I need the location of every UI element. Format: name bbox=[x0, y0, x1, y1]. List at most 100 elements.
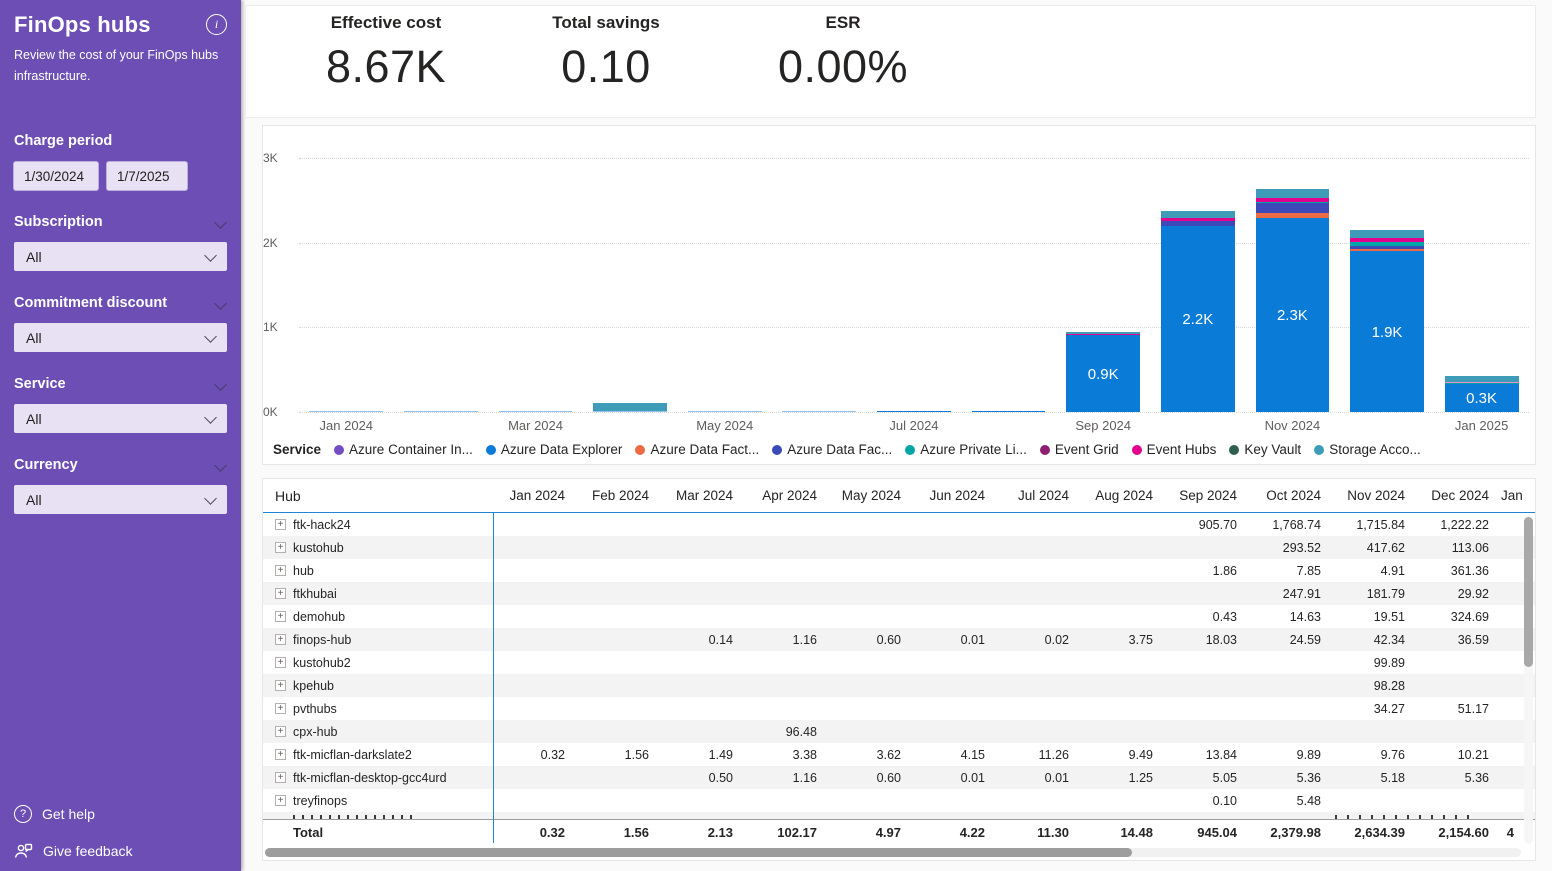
value-cell[interactable]: 0.14 bbox=[708, 632, 733, 647]
value-cell[interactable]: 10.21 bbox=[1457, 747, 1489, 762]
bar-jan-2025[interactable]: 0.3K bbox=[1444, 376, 1519, 412]
legend-item[interactable]: Azure Container In... bbox=[334, 442, 473, 457]
bar-segment[interactable] bbox=[1160, 221, 1235, 227]
table-row[interactable]: + kpehub 98.28 bbox=[263, 674, 1535, 697]
bar-segment[interactable] bbox=[1255, 201, 1330, 203]
hub-cell[interactable]: + cpx-hub bbox=[263, 725, 493, 739]
horizontal-scrollbar-thumb[interactable] bbox=[265, 848, 1132, 857]
value-cell[interactable]: 0.60 bbox=[876, 770, 901, 785]
bar-segment[interactable] bbox=[877, 411, 951, 412]
column-header-hub[interactable]: Hub bbox=[275, 487, 301, 504]
bar-segment[interactable] bbox=[1066, 332, 1141, 335]
bar-segment[interactable] bbox=[1066, 334, 1141, 336]
value-cell[interactable]: 9.89 bbox=[1296, 747, 1321, 762]
vertical-scrollbar-thumb[interactable] bbox=[1524, 517, 1533, 667]
bar-mar-2024[interactable] bbox=[498, 411, 573, 412]
give-feedback-link[interactable]: Give feedback bbox=[14, 843, 133, 859]
table-row[interactable]: + demohub 0.43 14.63 19.51 324.69 bbox=[263, 605, 1535, 628]
value-cell[interactable]: 19.51 bbox=[1373, 609, 1405, 624]
value-cell[interactable]: 0.10 bbox=[1212, 793, 1237, 808]
value-cell[interactable]: 0.50 bbox=[708, 770, 733, 785]
bar-oct-2024[interactable]: 2.2K bbox=[1160, 210, 1235, 412]
value-cell[interactable]: 9.76 bbox=[1380, 747, 1405, 762]
column-header[interactable]: Aug 2024 bbox=[1095, 488, 1153, 503]
expand-row-icon[interactable]: + bbox=[275, 588, 286, 599]
hub-cell[interactable]: + finops-hub bbox=[263, 633, 493, 647]
value-cell[interactable]: 42.34 bbox=[1373, 632, 1405, 647]
commitment-discount-dropdown[interactable]: All bbox=[14, 323, 227, 352]
total-row[interactable]: Total 0.32 1.56 2.13 102.17 4.97 4.22 11.30 14.4… bbox=[263, 819, 1535, 845]
value-cell[interactable]: 18.03 bbox=[1205, 632, 1237, 647]
bar-segment[interactable] bbox=[1350, 241, 1424, 246]
expand-row-icon[interactable]: + bbox=[275, 703, 286, 714]
value-cell[interactable]: 4.15 bbox=[960, 747, 985, 762]
value-cell[interactable]: 293.52 bbox=[1282, 540, 1321, 555]
hub-cell[interactable]: + pvthubs bbox=[263, 702, 493, 716]
column-header[interactable]: Nov 2024 bbox=[1347, 488, 1405, 503]
value-cell[interactable]: 0.60 bbox=[876, 632, 901, 647]
hub-cell[interactable]: + ftk-hack24 bbox=[263, 518, 493, 532]
value-cell[interactable]: 5.36 bbox=[1464, 770, 1489, 785]
bar-segment[interactable] bbox=[1066, 335, 1141, 412]
value-cell[interactable]: 247.91 bbox=[1282, 586, 1321, 601]
column-header[interactable]: Oct 2024 bbox=[1266, 488, 1321, 503]
bar-segment[interactable] bbox=[1255, 213, 1330, 218]
bar-segment[interactable] bbox=[1444, 384, 1519, 412]
bar-segment[interactable] bbox=[1350, 251, 1424, 412]
expand-row-icon[interactable]: + bbox=[275, 726, 286, 737]
bar-segment[interactable] bbox=[971, 410, 1046, 412]
hub-cell[interactable]: + kustohub2 bbox=[263, 656, 493, 670]
bar-segment[interactable] bbox=[1350, 237, 1424, 242]
bar-nov-2024[interactable]: 2.3K bbox=[1255, 189, 1330, 412]
value-cell[interactable]: 5.36 bbox=[1296, 770, 1321, 785]
expand-row-icon[interactable]: + bbox=[275, 611, 286, 622]
value-cell[interactable]: 36.59 bbox=[1457, 632, 1489, 647]
chevron-down-icon[interactable] bbox=[214, 216, 227, 229]
value-cell[interactable]: 24.59 bbox=[1289, 632, 1321, 647]
column-header[interactable]: May 2024 bbox=[841, 488, 901, 503]
charge-period-start-input[interactable]: 1/30/2024 bbox=[14, 162, 98, 190]
table-row[interactable]: + ftk-micflan-desktop-gcc4urd 0.50 1.16 0.60… bbox=[263, 766, 1535, 789]
table-row[interactable]: + cpx-hub 96.48 bbox=[263, 720, 1535, 743]
column-header[interactable]: Jan 2024 bbox=[509, 488, 565, 503]
expand-row-icon[interactable]: + bbox=[275, 657, 286, 668]
legend-item[interactable]: Azure Private Li... bbox=[905, 442, 1027, 457]
value-cell[interactable]: 9.49 bbox=[1128, 747, 1153, 762]
info-icon[interactable]: i bbox=[206, 14, 227, 35]
value-cell[interactable]: 0.43 bbox=[1212, 609, 1237, 624]
value-cell[interactable]: 1,768.74 bbox=[1272, 517, 1321, 532]
bar-segment[interactable] bbox=[1444, 381, 1519, 383]
table-row[interactable]: + hub 1.86 7.85 4.91 361.36 bbox=[263, 559, 1535, 582]
hub-cell[interactable]: + hub bbox=[263, 564, 493, 578]
value-cell[interactable]: 98.28 bbox=[1373, 678, 1405, 693]
column-header[interactable]: Dec 2024 bbox=[1431, 488, 1489, 503]
charge-period-end-input[interactable]: 1/7/2025 bbox=[107, 162, 187, 190]
value-cell[interactable]: 34.27 bbox=[1373, 701, 1405, 716]
legend-item[interactable]: Key Vault bbox=[1229, 442, 1301, 457]
value-cell[interactable]: 1.86 bbox=[1212, 563, 1237, 578]
bar-feb-2024[interactable] bbox=[404, 411, 478, 412]
column-header[interactable]: Feb 2024 bbox=[591, 488, 649, 503]
expand-row-icon[interactable]: + bbox=[275, 749, 286, 760]
bar-segment[interactable] bbox=[593, 411, 668, 412]
table-row[interactable]: + ftk-hack24 905.70 1,768.74 1,715.84 1,222.2… bbox=[263, 513, 1535, 536]
bar-segment[interactable] bbox=[687, 411, 762, 412]
table-row[interactable]: + kustohub 293.52 417.62 113.06 bbox=[263, 536, 1535, 559]
bar-segment[interactable] bbox=[1255, 189, 1330, 198]
value-cell[interactable]: 99.89 bbox=[1373, 655, 1405, 670]
bar-apr-2024[interactable] bbox=[593, 402, 668, 412]
bar-segment[interactable] bbox=[498, 411, 573, 412]
bar-dec-2024[interactable]: 1.9K bbox=[1350, 229, 1424, 412]
expand-row-icon[interactable]: + bbox=[275, 680, 286, 691]
value-cell[interactable]: 29.92 bbox=[1457, 586, 1489, 601]
bar-jul-2024[interactable] bbox=[877, 411, 951, 412]
legend-item[interactable]: Azure Data Explorer bbox=[485, 442, 622, 457]
bar-segment[interactable] bbox=[1255, 217, 1330, 412]
table-row[interactable]: + kustohub2 99.89 bbox=[263, 651, 1535, 674]
bar-segment[interactable] bbox=[1444, 376, 1519, 382]
value-cell[interactable]: 1,715.84 bbox=[1356, 517, 1405, 532]
column-header[interactable]: Jul 2024 bbox=[1017, 488, 1069, 503]
bar-segment[interactable] bbox=[1350, 248, 1424, 252]
value-cell[interactable]: 324.69 bbox=[1450, 609, 1489, 624]
value-cell[interactable]: 0.01 bbox=[960, 632, 985, 647]
